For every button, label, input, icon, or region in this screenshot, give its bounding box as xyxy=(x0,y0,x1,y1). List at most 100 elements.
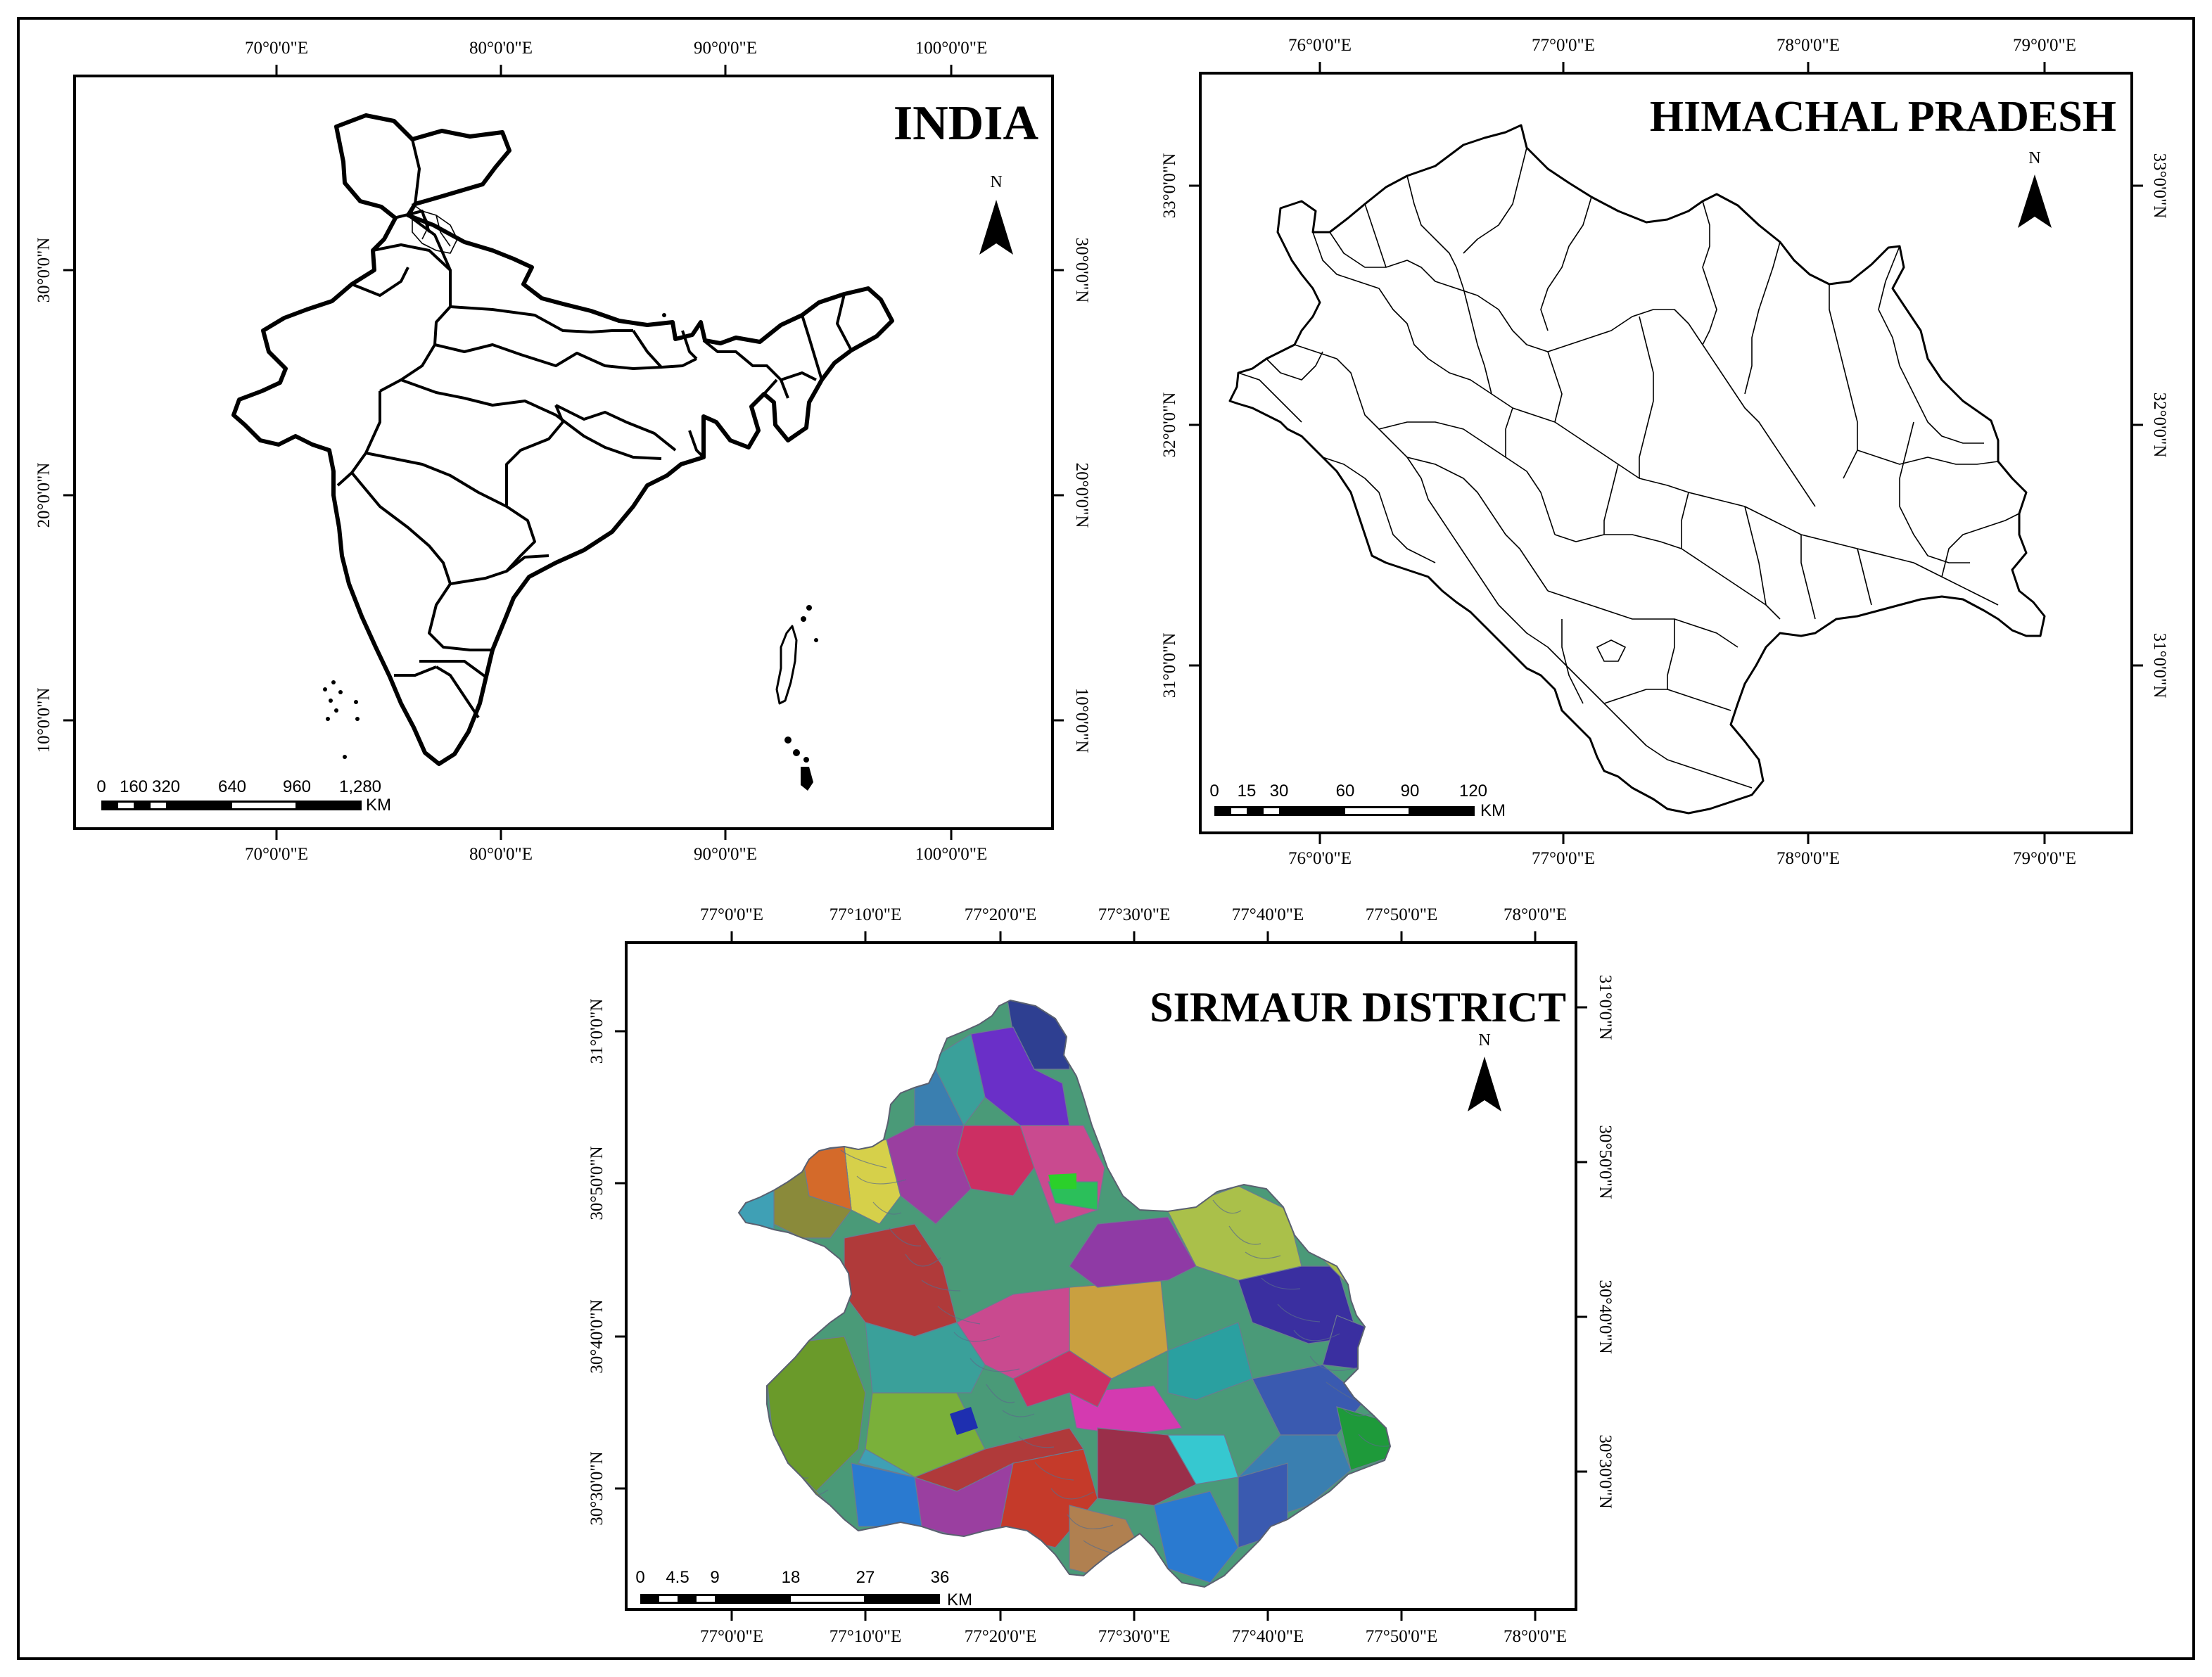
sirmaur-x-tick-top-4: 77°30'0"E xyxy=(1098,905,1170,924)
sirmaur-y-tick-right-1: 31°0'0"N xyxy=(1596,975,1615,1040)
sirmaur-subcatchment-line xyxy=(889,1228,922,1246)
sirmaur-scale-label-3: 18 xyxy=(782,1568,801,1587)
sirmaur-y-tick-left-4: 30°30'0"N xyxy=(587,1451,606,1525)
india-map-panel: 70°0'0"E 80°0'0"E 90°0'0"E 100°0'0"E 70°… xyxy=(34,39,1091,864)
india-north-arrow-icon: N xyxy=(979,173,1013,255)
india-x-ticks: 70°0'0"E 80°0'0"E 90°0'0"E 100°0'0"E 70°… xyxy=(245,39,987,864)
sirmaur-x-tick-top-5: 77°40'0"E xyxy=(1232,905,1304,924)
sirmaur-x-tick-bottom-4: 77°30'0"E xyxy=(1098,1627,1170,1646)
himachal-state-shape xyxy=(1228,124,2046,815)
himachal-scale-label-2: 30 xyxy=(1270,782,1289,801)
sirmaur-y-tick-left-2: 30°50'0"N xyxy=(587,1146,606,1220)
sirmaur-subcatchment-line xyxy=(921,1280,961,1292)
himachal-x-tick-bottom-3: 78°0'0"E xyxy=(1776,849,1840,868)
himachal-x-tick-bottom-4: 79°0'0"E xyxy=(2013,849,2076,868)
india-map-frame xyxy=(73,75,1054,830)
sirmaur-subcatchment-line xyxy=(1050,1488,1094,1500)
sirmaur-y-tick-right-3: 30°40'0"N xyxy=(1596,1280,1615,1353)
himachal-x-tick-top-3: 78°0'0"E xyxy=(1776,36,1840,55)
sirmaur-x-tick-bottom-1: 77°0'0"E xyxy=(700,1627,763,1646)
himachal-scale-label-0: 0 xyxy=(1209,782,1219,801)
sirmaur-boundary xyxy=(737,999,1392,1588)
india-scale-bar: 0 160 320 640 960 1,280 KM xyxy=(96,777,391,815)
india-scale-unit: KM xyxy=(366,796,391,815)
india-scale-label-1: 160 xyxy=(120,777,148,796)
sirmaur-subcatchment-line xyxy=(1212,1199,1242,1214)
himachal-y-ticks: 33°0'0"N 32°0'0"N 31°0'0"N 33°0'0"N 32°0… xyxy=(1160,153,2169,699)
sirmaur-y-tick-right-2: 30°50'0"N xyxy=(1596,1125,1615,1199)
himachal-x-tick-top-1: 76°0'0"E xyxy=(1288,36,1352,55)
india-y-tick-left-1: 30°0'0"N xyxy=(34,238,53,303)
sirmaur-subcatchment-line xyxy=(1309,1356,1360,1371)
sirmaur-y-tick-left-3: 30°40'0"N xyxy=(587,1299,606,1373)
sirmaur-scale-label-5: 36 xyxy=(931,1568,950,1587)
himachal-scale-label-3: 60 xyxy=(1336,782,1355,801)
india-x-tick-bottom-4: 100°0'0"E xyxy=(915,845,987,864)
sirmaur-x-tick-top-7: 78°0'0"E xyxy=(1504,905,1567,924)
himachal-scale-unit: KM xyxy=(1480,801,1506,820)
sirmaur-x-tick-top-1: 77°0'0"E xyxy=(700,905,763,924)
himachal-y-tick-right-2: 32°0'0"N xyxy=(2150,393,2169,458)
sirmaur-subregion xyxy=(1336,1406,1390,1471)
india-country-shape xyxy=(231,113,894,791)
india-scale-label-3: 640 xyxy=(218,777,246,796)
sirmaur-subcatchment-line xyxy=(1002,1410,1035,1417)
sirmaur-scale-label-1: 4.5 xyxy=(666,1568,689,1587)
himachal-x-tick-top-4: 79°0'0"E xyxy=(2013,36,2076,55)
sirmaur-subregion xyxy=(970,1026,1070,1126)
sirmaur-scale-unit: KM xyxy=(947,1590,972,1609)
sirmaur-x-tick-bottom-5: 77°40'0"E xyxy=(1232,1627,1304,1646)
sirmaur-map-panel: 77°0'0"E 77°10'0"E 77°20'0"E 77°30'0"E 7… xyxy=(587,905,1615,1646)
sirmaur-subcatchment-line xyxy=(1245,1251,1281,1259)
sirmaur-x-tick-top-6: 77°50'0"E xyxy=(1366,905,1437,924)
sirmaur-scale-label-0: 0 xyxy=(635,1568,644,1587)
sirmaur-subregion xyxy=(1097,1427,1197,1506)
himachal-map-panel: 76°0'0"E 77°0'0"E 78°0'0"E 79°0'0"E 76°0… xyxy=(1160,36,2169,868)
sirmaur-subregion xyxy=(801,1146,852,1211)
himachal-y-tick-right-3: 31°0'0"N xyxy=(2150,633,2169,699)
sirmaur-subcatchment-line xyxy=(1277,1303,1321,1322)
sirmaur-x-tick-bottom-7: 78°0'0"E xyxy=(1504,1627,1567,1646)
sirmaur-subcatchment-line xyxy=(986,1384,1015,1403)
india-y-tick-left-3: 10°0'0"N xyxy=(34,688,53,753)
sirmaur-subcatchment-line xyxy=(1034,1462,1074,1481)
india-scale-label-4: 960 xyxy=(283,777,311,796)
himachal-scale-bar: 0 15 30 60 90 120 KM xyxy=(1209,782,1506,820)
sirmaur-subregion xyxy=(1069,1216,1197,1288)
sirmaur-x-tick-top-2: 77°10'0"E xyxy=(830,905,901,924)
india-y-ticks: 30°0'0"N 20°0'0"N 10°0'0"N 30°0'0"N 20°0… xyxy=(34,238,1091,753)
sirmaur-y-tick-left-1: 31°0'0"N xyxy=(587,999,606,1064)
sirmaur-subcatchment-line xyxy=(1228,1225,1261,1245)
himachal-y-tick-left-3: 31°0'0"N xyxy=(1160,633,1179,699)
india-scale-label-2: 320 xyxy=(152,777,180,796)
sirmaur-x-ticks: 77°0'0"E 77°10'0"E 77°20'0"E 77°30'0"E 7… xyxy=(700,905,1567,1646)
sirmaur-highlight-patch xyxy=(1048,1173,1076,1189)
himachal-scale-label-1: 15 xyxy=(1238,782,1257,801)
sirmaur-subcatchment-line xyxy=(1293,1330,1340,1341)
sirmaur-subcatchment-line xyxy=(937,1306,981,1325)
sirmaur-subcatchment-line xyxy=(872,1201,902,1215)
sirmaur-subcatchment-line xyxy=(905,1254,941,1267)
sirmaur-subcatchment-line xyxy=(840,1149,887,1168)
sirmaur-x-tick-bottom-2: 77°10'0"E xyxy=(830,1627,901,1646)
sirmaur-x-tick-bottom-6: 77°50'0"E xyxy=(1366,1627,1437,1646)
sirmaur-x-tick-bottom-3: 77°20'0"E xyxy=(965,1627,1036,1646)
india-x-tick-top-1: 70°0'0"E xyxy=(245,39,308,58)
india-y-tick-right-2: 20°0'0"N xyxy=(1072,463,1091,528)
sirmaur-x-tick-top-3: 77°20'0"E xyxy=(965,905,1036,924)
india-scale-label-0: 0 xyxy=(96,777,106,796)
himachal-y-tick-left-1: 33°0'0"N xyxy=(1160,153,1179,219)
india-x-tick-bottom-2: 80°0'0"E xyxy=(469,845,533,864)
himachal-scale-label-5: 120 xyxy=(1459,782,1487,801)
sirmaur-subcatchment-line xyxy=(953,1332,1000,1342)
sirmaur-subcatchment-line xyxy=(856,1175,907,1185)
sirmaur-north-label: N xyxy=(1478,1031,1490,1050)
sirmaur-subcatchment-line xyxy=(1261,1277,1301,1290)
sirmaur-y-ticks: 31°0'0"N 30°50'0"N 30°40'0"N 30°30'0"N 3… xyxy=(587,975,1615,1526)
india-y-tick-left-2: 20°0'0"N xyxy=(34,463,53,528)
himachal-x-tick-bottom-1: 76°0'0"E xyxy=(1288,849,1352,868)
himachal-north-label: N xyxy=(2028,149,2040,167)
figure-border xyxy=(17,17,2195,1660)
himachal-scale-label-4: 90 xyxy=(1401,782,1420,801)
